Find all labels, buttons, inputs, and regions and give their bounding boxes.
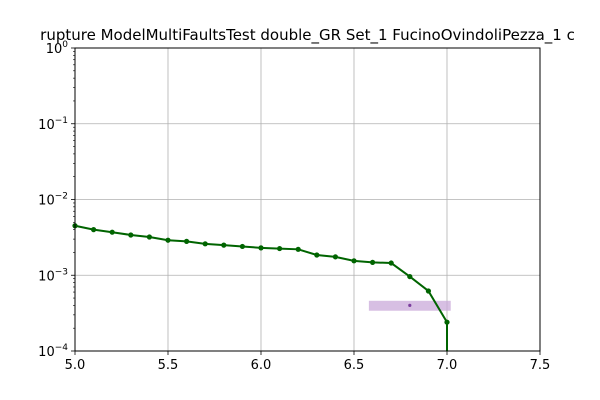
data-point <box>128 232 134 238</box>
data-point <box>239 243 245 250</box>
data-point <box>370 259 376 265</box>
x-tick-label: 5.0 <box>65 358 86 373</box>
observation-point <box>408 303 412 307</box>
y-tick-base: 10 <box>46 42 63 57</box>
y-tick-base: 10 <box>38 194 55 209</box>
chart-title: rupture ModelMultiFaultsTest double_GR S… <box>40 26 575 45</box>
y-tick-exponent: −3 <box>55 267 68 277</box>
data-point <box>407 273 413 280</box>
data-point <box>91 227 97 233</box>
data-point <box>258 245 264 251</box>
data-point <box>202 241 208 247</box>
y-tick-label: 10−2 <box>38 192 68 209</box>
y-tick-exponent: −4 <box>55 343 69 353</box>
y-tick-label: 10−4 <box>38 343 68 360</box>
data-point <box>146 234 152 240</box>
data-point <box>109 229 115 235</box>
data-point <box>388 260 394 266</box>
y-tick-base: 10 <box>38 118 55 133</box>
x-tick-label: 7.5 <box>530 358 551 373</box>
y-tick-base: 10 <box>38 345 55 360</box>
data-point <box>332 254 338 260</box>
data-point <box>184 238 190 244</box>
data-point <box>165 237 171 243</box>
data-point <box>314 252 320 258</box>
data-point <box>277 245 283 252</box>
x-axis: 5.0 5.5 6.0 6.5 7.0 7.5 <box>65 351 551 373</box>
observation-range <box>368 300 451 311</box>
y-tick-label: 100 <box>46 40 69 57</box>
data-point <box>295 246 301 252</box>
x-tick-label: 6.0 <box>251 358 272 373</box>
y-tick-label: 10−1 <box>38 116 68 133</box>
x-tick-label: 5.5 <box>158 358 179 373</box>
grid-lines <box>74 47 541 352</box>
data-series <box>72 223 450 351</box>
x-tick-label: 7.0 <box>437 358 458 373</box>
y-tick-exponent: −2 <box>55 192 68 202</box>
y-tick-label: 10−3 <box>38 267 68 284</box>
data-point <box>221 242 227 248</box>
data-point <box>351 258 357 264</box>
data-point <box>425 288 431 294</box>
y-tick-exponent: −1 <box>55 116 68 126</box>
x-tick-label: 6.5 <box>344 358 365 373</box>
y-tick-exponent: 0 <box>62 40 68 50</box>
y-tick-base: 10 <box>38 269 55 284</box>
